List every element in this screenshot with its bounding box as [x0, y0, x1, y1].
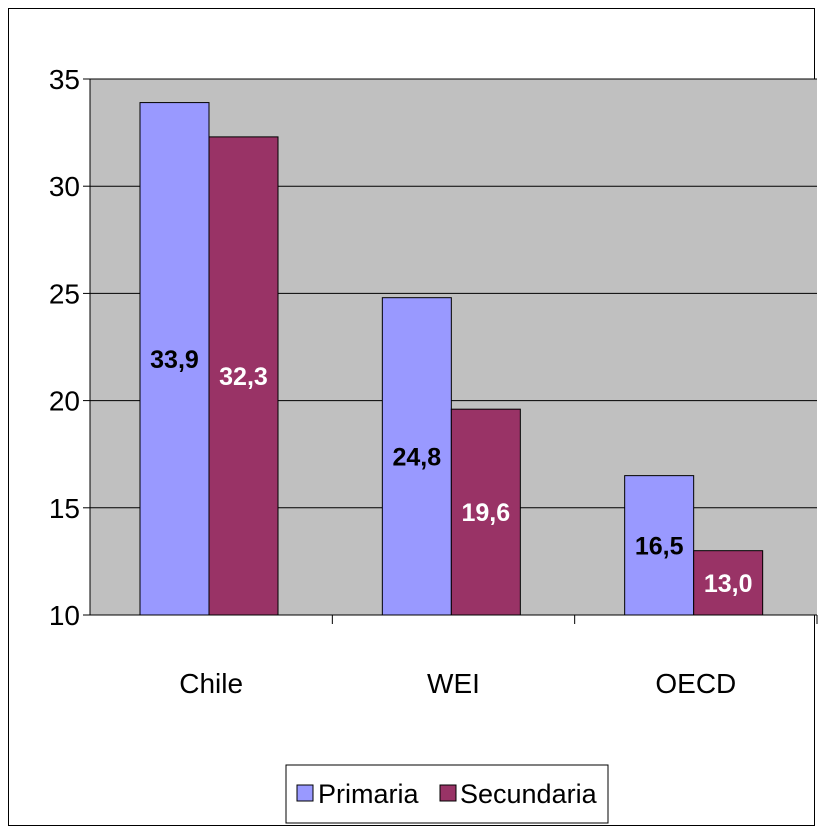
bar-secundaria-oecd: [693, 550, 764, 616]
bar-primaria-oecd: [624, 475, 695, 616]
x-category-label: Chile: [179, 668, 243, 699]
data-label: 24,8: [392, 443, 441, 471]
legend-label-secundaria: Secundaria: [460, 779, 598, 809]
legend: Primaria Secundaria: [285, 764, 609, 824]
y-tick-label: 35: [49, 64, 80, 95]
legend-label-primaria: Primaria: [318, 779, 419, 809]
legend-swatch-secundaria: [439, 784, 457, 802]
y-tick-label: 20: [49, 386, 80, 417]
data-label: 19,6: [461, 499, 510, 527]
data-label: 32,3: [219, 363, 268, 391]
data-label: 13,0: [704, 570, 753, 598]
x-category-label: WEI: [427, 668, 480, 699]
data-label: 33,9: [150, 346, 199, 374]
y-tick-label: 25: [49, 278, 80, 309]
legend-swatch-primaria: [296, 784, 314, 802]
bar-primaria-chile: [139, 102, 210, 616]
bar-secundaria-chile: [208, 136, 279, 616]
data-label: 16,5: [635, 532, 684, 560]
bar-secundaria-wei: [450, 408, 521, 616]
y-tick-label: 15: [49, 493, 80, 524]
x-category-label: OECD: [655, 668, 736, 699]
y-tick-label: 30: [49, 171, 80, 202]
y-tick-label: 10: [49, 600, 80, 631]
